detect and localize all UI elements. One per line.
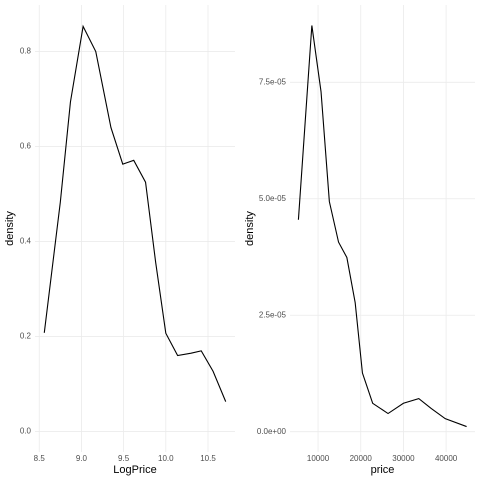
y-tick-label: 7.5e-05	[259, 77, 287, 86]
density-curve	[43, 24, 227, 402]
x-axis-title: price	[371, 464, 395, 476]
x-axis-title: LogPrice	[113, 464, 156, 476]
x-tick-label: 10.0	[158, 454, 174, 463]
y-axis-title: density	[244, 211, 256, 246]
density-curve	[297, 25, 467, 428]
y-axis-title: density	[4, 211, 16, 246]
y-tick-label: 5.0e-05	[259, 194, 287, 203]
x-tick-label: 20000	[350, 454, 373, 463]
x-tick-label: 10.5	[200, 454, 216, 463]
x-tick-label: 40000	[435, 454, 458, 463]
x-tick-label: 30000	[392, 454, 415, 463]
x-tick-label: 9.5	[118, 454, 130, 463]
y-tick-label: 0.8	[20, 47, 32, 56]
y-tick-label: 0.2	[20, 332, 32, 341]
y-tick-label: 0.0e+00	[257, 427, 287, 436]
x-tick-label: 9.0	[76, 454, 88, 463]
x-tick-label: 8.5	[34, 454, 46, 463]
y-tick-label: 0.0	[20, 427, 32, 436]
y-tick-label: 2.5e-05	[259, 310, 287, 319]
y-tick-label: 0.4	[20, 237, 32, 246]
y-tick-label: 0.6	[20, 142, 32, 151]
x-tick-label: 10000	[307, 454, 330, 463]
